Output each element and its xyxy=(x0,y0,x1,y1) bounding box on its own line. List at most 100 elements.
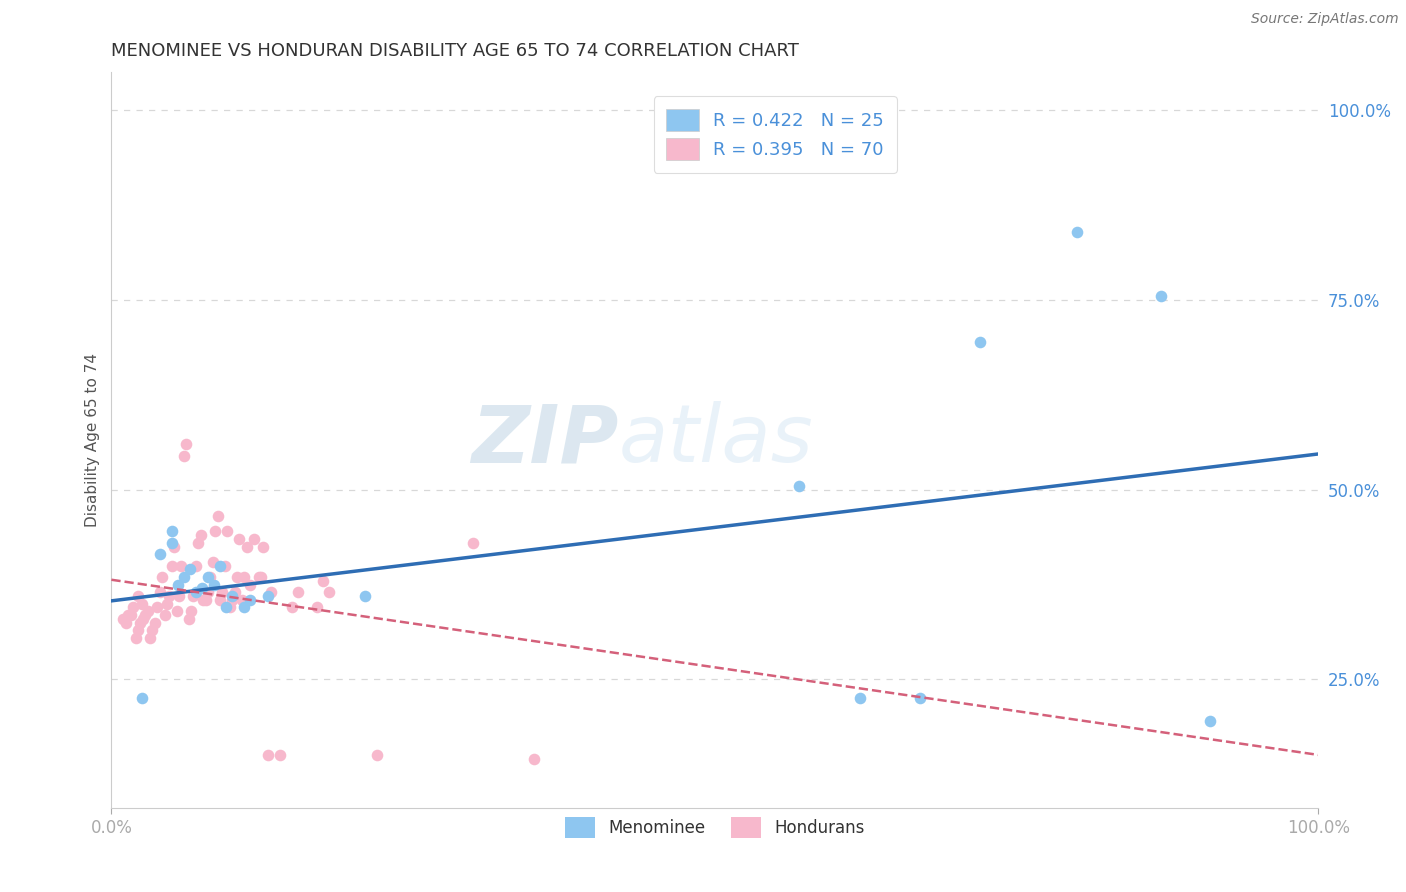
Point xyxy=(789,479,811,493)
Point xyxy=(269,748,291,763)
Point xyxy=(153,607,176,622)
Point xyxy=(190,528,212,542)
Point xyxy=(160,558,183,573)
Point xyxy=(257,589,280,603)
Point xyxy=(132,612,155,626)
Point xyxy=(120,607,142,622)
Point xyxy=(217,524,239,539)
Point xyxy=(167,589,190,603)
Text: ZIP: ZIP xyxy=(471,401,619,479)
Point xyxy=(127,623,149,637)
Point xyxy=(969,334,991,349)
Point xyxy=(463,536,485,550)
Point xyxy=(202,577,225,591)
Point xyxy=(287,585,309,599)
Point xyxy=(239,592,262,607)
Point xyxy=(366,748,388,763)
Point xyxy=(127,589,149,603)
Point xyxy=(194,592,217,607)
Point xyxy=(226,570,249,584)
Text: Source: ZipAtlas.com: Source: ZipAtlas.com xyxy=(1251,12,1399,26)
Point xyxy=(129,615,152,630)
Point xyxy=(173,570,195,584)
Point xyxy=(214,558,236,573)
Point xyxy=(208,592,231,607)
Point xyxy=(221,589,243,603)
Point xyxy=(1150,289,1173,303)
Point xyxy=(180,604,202,618)
Point xyxy=(115,615,138,630)
Point xyxy=(136,604,159,618)
Point xyxy=(208,558,231,573)
Point xyxy=(163,540,186,554)
Point xyxy=(187,536,209,550)
Point xyxy=(305,600,328,615)
Point xyxy=(184,558,207,573)
Point xyxy=(197,570,219,584)
Point xyxy=(141,623,163,637)
Point xyxy=(146,600,169,615)
Point xyxy=(131,691,153,706)
Point xyxy=(353,589,375,603)
Point xyxy=(149,585,172,599)
Point xyxy=(247,570,270,584)
Point xyxy=(204,524,226,539)
Point xyxy=(183,589,205,603)
Point xyxy=(201,555,224,569)
Point xyxy=(207,509,229,524)
Point xyxy=(166,604,188,618)
Point xyxy=(218,600,240,615)
Point xyxy=(174,437,197,451)
Point xyxy=(250,570,273,584)
Point xyxy=(233,570,256,584)
Point xyxy=(228,532,250,546)
Point xyxy=(139,631,162,645)
Point xyxy=(134,607,156,622)
Point xyxy=(157,589,180,603)
Point xyxy=(143,615,166,630)
Legend: Menominee, Hondurans: Menominee, Hondurans xyxy=(558,811,872,844)
Point xyxy=(124,631,146,645)
Point xyxy=(112,612,135,626)
Point xyxy=(1198,714,1220,729)
Point xyxy=(131,597,153,611)
Point xyxy=(243,532,266,546)
Point xyxy=(160,524,183,539)
Point xyxy=(215,600,238,615)
Point xyxy=(257,748,280,763)
Point xyxy=(239,577,262,591)
Point xyxy=(156,597,179,611)
Point xyxy=(281,600,304,615)
Point xyxy=(848,691,870,706)
Point xyxy=(150,570,173,584)
Point xyxy=(221,592,243,607)
Point xyxy=(191,592,214,607)
Point xyxy=(311,574,333,588)
Point xyxy=(177,612,200,626)
Text: MENOMINEE VS HONDURAN DISABILITY AGE 65 TO 74 CORRELATION CHART: MENOMINEE VS HONDURAN DISABILITY AGE 65 … xyxy=(111,42,799,60)
Point xyxy=(233,600,256,615)
Point xyxy=(170,558,193,573)
Point xyxy=(1066,225,1088,239)
Point xyxy=(908,691,931,706)
Point xyxy=(173,449,195,463)
Point xyxy=(318,585,340,599)
Point xyxy=(200,570,222,584)
Point xyxy=(224,585,246,599)
Point xyxy=(166,577,188,591)
Point xyxy=(252,540,274,554)
Text: atlas: atlas xyxy=(619,401,813,479)
Point xyxy=(149,547,172,561)
Point xyxy=(117,607,139,622)
Point xyxy=(184,585,207,599)
Point xyxy=(211,585,233,599)
Point xyxy=(179,562,201,576)
Point xyxy=(235,540,257,554)
Point xyxy=(197,585,219,599)
Point xyxy=(191,582,214,596)
Point xyxy=(523,752,546,766)
Point xyxy=(260,585,283,599)
Point xyxy=(231,592,253,607)
Y-axis label: Disability Age 65 to 74: Disability Age 65 to 74 xyxy=(86,353,100,527)
Point xyxy=(122,600,145,615)
